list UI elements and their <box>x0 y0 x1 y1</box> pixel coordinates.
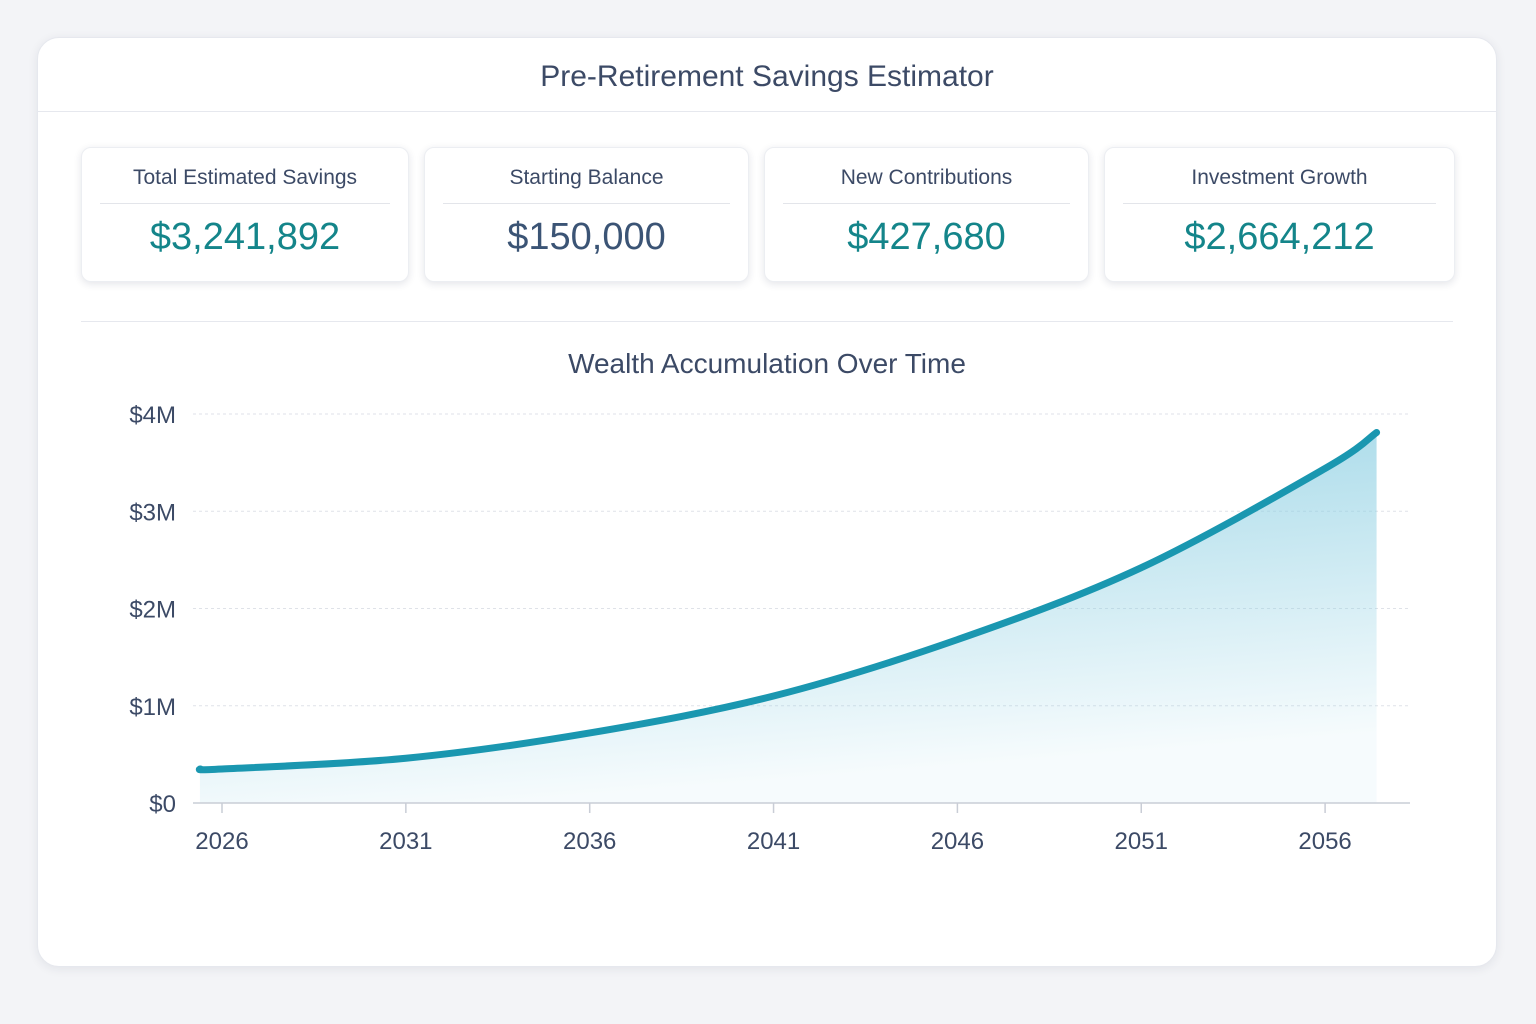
header-divider <box>38 111 1496 112</box>
x-tick-label: 2026 <box>195 828 248 855</box>
card-label: Total Estimated Savings <box>132 166 358 189</box>
card-value: $427,680 <box>847 216 1006 258</box>
card-divider <box>100 203 390 204</box>
y-tick-label: $3M <box>129 499 176 526</box>
card-divider <box>783 203 1070 204</box>
card-new-contributions: New Contributions $427,680 <box>764 147 1089 282</box>
dashboard-panel: Pre-Retirement Savings Estimator Total E… <box>37 37 1497 967</box>
card-value: $2,664,212 <box>1184 216 1375 258</box>
chart-title: Wealth Accumulation Over Time <box>568 348 966 379</box>
card-value: $150,000 <box>507 216 666 258</box>
y-tick-label: $0 <box>149 791 176 818</box>
page-title: Pre-Retirement Savings Estimator <box>540 60 994 93</box>
x-tick-label: 2041 <box>747 828 800 855</box>
x-tick-label: 2056 <box>1298 828 1351 855</box>
card-starting-balance: Starting Balance $150,000 <box>424 147 749 282</box>
card-investment-growth: Investment Growth $2,664,212 <box>1104 147 1455 282</box>
x-tick-label: 2031 <box>379 828 432 855</box>
section-divider <box>81 321 1453 322</box>
card-divider <box>1123 203 1436 204</box>
area-fill <box>199 432 1377 803</box>
y-tick-label: $1M <box>129 694 176 721</box>
card-value: $3,241,892 <box>149 216 341 258</box>
card-total-savings: Total Estimated Savings $3,241,892 <box>81 147 409 282</box>
card-label: New Contributions <box>840 166 1013 189</box>
card-label: Starting Balance <box>509 166 664 189</box>
y-tick-label: $4M <box>129 402 176 429</box>
card-label: Investment Growth <box>1191 166 1368 189</box>
x-tick-label: 2051 <box>1115 828 1168 855</box>
y-tick-label: $2M <box>129 597 176 624</box>
series-line <box>195 428 1381 774</box>
x-tick-label: 2036 <box>563 828 616 855</box>
x-tick-label: 2046 <box>931 828 984 855</box>
card-divider <box>443 203 730 204</box>
